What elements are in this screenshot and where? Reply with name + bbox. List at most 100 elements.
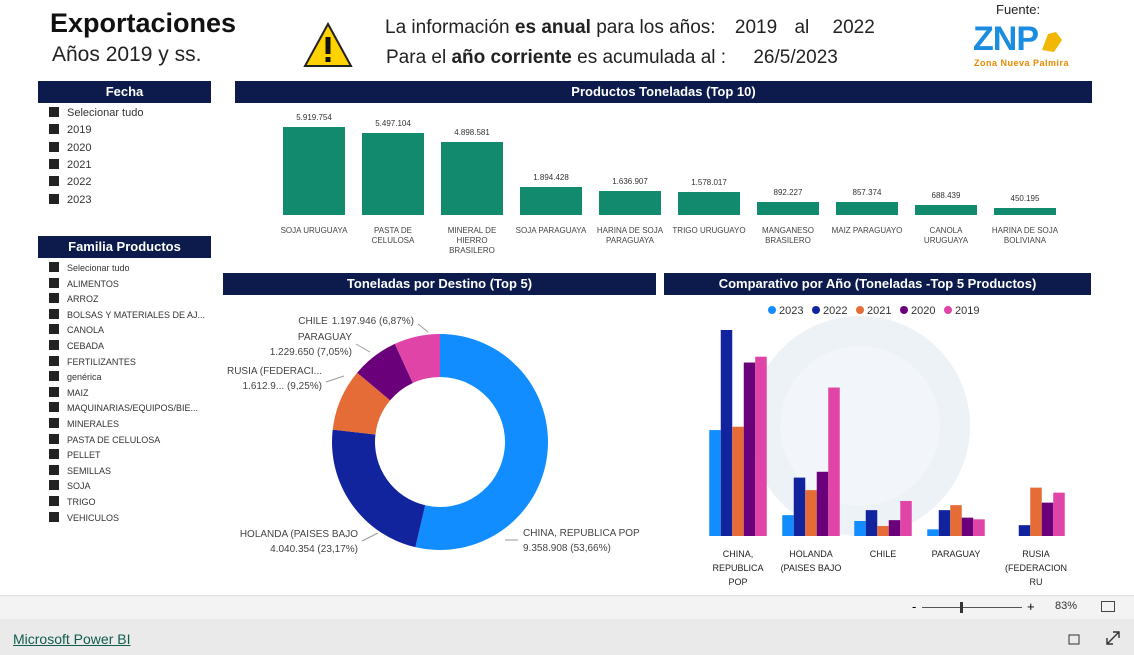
checkbox[interactable] — [49, 464, 59, 475]
data-label: 1.894.428 — [533, 172, 569, 182]
checkbox[interactable] — [49, 402, 59, 413]
checkbox[interactable] — [49, 433, 59, 444]
checkbox[interactable] — [49, 480, 59, 491]
slicer-item[interactable]: Selecionar tudo — [49, 262, 130, 273]
donut-slice — [332, 372, 391, 435]
info-bold: año corriente — [451, 47, 572, 68]
slicer-item[interactable]: 2021 — [49, 158, 92, 171]
slice-value: 1.612.9... (9,25%) — [243, 381, 323, 392]
slice-category: CHILE — [298, 316, 328, 327]
bar — [732, 426, 744, 536]
checkbox[interactable] — [49, 511, 59, 522]
slicer-item[interactable]: MINERALES — [49, 418, 119, 429]
share-button[interactable] — [1068, 634, 1080, 645]
logo-caption: Zona Nueva Palmira — [974, 58, 1070, 68]
info-text: es acumulada al : — [577, 47, 727, 68]
slicer-item[interactable]: CEBADA — [49, 340, 104, 351]
slicer-label: MINERALES — [67, 419, 120, 429]
data-label: 688.439 — [931, 190, 961, 200]
report-date: 26/5/2023 — [753, 47, 838, 68]
slicer-item[interactable]: PASTA DE CELULOSA — [49, 433, 160, 445]
share-icons — [1068, 631, 1120, 645]
bar — [805, 490, 817, 536]
data-label: 1.578.017 — [691, 177, 727, 187]
x-tick-label: SOJA URUGUAYA — [280, 226, 348, 235]
slicer-item[interactable]: SOJA — [49, 480, 91, 491]
data-label: 450.195 — [1010, 194, 1040, 204]
checkbox[interactable] — [49, 176, 59, 187]
panel-header: Comparativo por Año (Toneladas -Top 5 Pr… — [664, 273, 1091, 295]
slicer-item[interactable]: 2022 — [49, 176, 91, 188]
slicer-item[interactable]: FERTILIZANTES — [49, 355, 136, 367]
fit-page[interactable] — [1101, 601, 1115, 612]
slicer-item[interactable]: Selecionar tudo — [49, 107, 143, 119]
zoom-track — [922, 607, 1022, 608]
zoom-in[interactable]: + — [1027, 599, 1035, 614]
bar — [709, 430, 721, 536]
slicer-item[interactable]: ALIMENTOS — [49, 277, 119, 289]
donut-slice — [332, 429, 426, 548]
x-tick-label: HARINA DE SOJA PARAGUAYA — [596, 226, 664, 245]
bar — [865, 510, 878, 536]
bar — [973, 519, 985, 536]
checkbox[interactable] — [49, 355, 59, 366]
slicer-label: Selecionar tudo — [67, 107, 144, 119]
slicer-item[interactable]: MAQUINARIAS/EQUIPOS/BIE... — [49, 402, 198, 413]
slice-label: RUSIA (FEDERACI... 1.612.9... (9,25%) — [227, 366, 322, 392]
slicer-item[interactable]: PELLET — [49, 449, 101, 460]
checkbox[interactable] — [49, 158, 59, 169]
legend-label: 2023 — [779, 305, 803, 317]
checkbox[interactable] — [49, 308, 59, 319]
power-bi-link[interactable]: Microsoft Power BI — [13, 631, 131, 647]
slicer-label: PELLET — [67, 450, 101, 461]
zoom-out[interactable]: - — [912, 599, 917, 614]
slicer-item[interactable]: 2023 — [49, 193, 91, 206]
checkbox[interactable] — [49, 262, 59, 272]
slicer-item[interactable]: CANOLA — [49, 324, 104, 335]
slicer-label: BOLSAS Y MATERIALES DE AJ... — [67, 309, 206, 320]
year-sep: al — [794, 17, 810, 38]
checkbox[interactable] — [49, 324, 59, 335]
slicer-item[interactable]: MAIZ — [49, 386, 89, 398]
slice-value: 1.197.946 (6,87%) — [332, 316, 414, 327]
checkbox[interactable] — [49, 293, 59, 304]
checkbox[interactable] — [49, 340, 59, 350]
checkbox[interactable] — [49, 386, 59, 397]
slicer-item[interactable]: 2020 — [49, 141, 91, 154]
slicer-item[interactable]: ARROZ — [49, 293, 99, 304]
x-tick-label: MINERAL DE HIERRO BRASILERO — [447, 226, 497, 255]
checkbox[interactable] — [49, 277, 59, 288]
x-tick-label: MAIZ PARAGUAYO — [831, 226, 903, 235]
zoom-thumb[interactable] — [960, 602, 963, 613]
checkbox[interactable] — [49, 193, 59, 204]
slicer-item[interactable]: VEHICULOS — [49, 511, 119, 523]
panel-header: Toneladas por Destino (Top 5) — [223, 273, 656, 295]
logo: ZNP — [973, 20, 1039, 58]
slicer-label: ALIMENTOS — [67, 278, 119, 289]
checkbox[interactable] — [49, 107, 59, 117]
slicer-item[interactable]: TRIGO — [49, 496, 96, 507]
bar — [283, 127, 345, 215]
checkbox[interactable] — [49, 371, 59, 382]
bar — [782, 515, 794, 536]
data-label: 4.898.581 — [454, 128, 490, 138]
bar — [599, 190, 661, 215]
checkbox[interactable] — [49, 418, 59, 428]
slicer-item[interactable]: genérica — [49, 371, 102, 382]
checkbox[interactable] — [49, 449, 59, 460]
report-subtitle: Años 2019 y ss. — [52, 43, 202, 66]
checkbox[interactable] — [49, 496, 59, 506]
report-title: Exportaciones — [50, 8, 237, 38]
checkbox[interactable] — [49, 124, 59, 135]
slicer-item[interactable]: BOLSAS Y MATERIALES DE AJ... — [49, 308, 206, 320]
slicer-label: 2021 — [67, 158, 92, 171]
expand-button[interactable] — [1106, 631, 1120, 645]
slice-category: HOLANDA (PAISES BAJO — [240, 529, 358, 540]
bar — [900, 500, 912, 536]
leader-line — [417, 323, 429, 333]
bar — [720, 330, 733, 536]
slicer-item[interactable]: 2019 — [49, 124, 91, 136]
checkbox[interactable] — [49, 141, 59, 152]
slicer-item[interactable]: SEMILLAS — [49, 464, 111, 476]
bar — [362, 133, 424, 215]
